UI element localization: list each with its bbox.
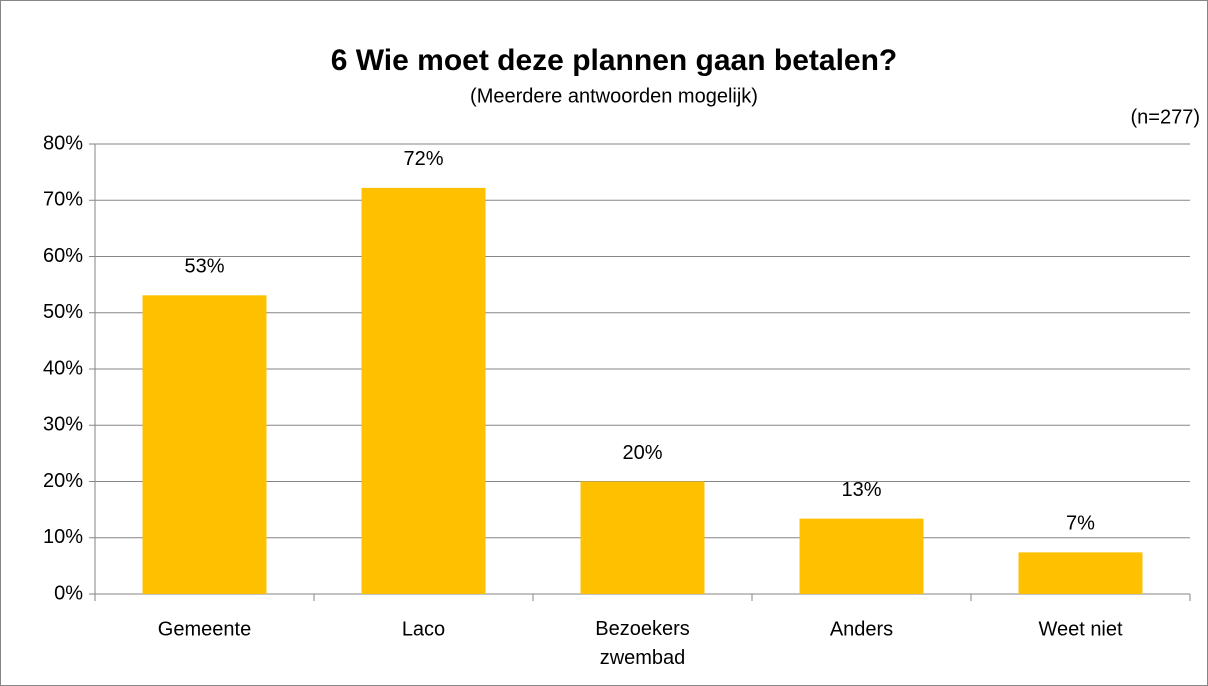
y-tick-label: 20% [43, 470, 83, 492]
data-label: 53% [184, 256, 224, 278]
y-tick-label: 40% [43, 357, 83, 379]
x-tick-label: Gemeente [158, 618, 251, 640]
y-tick-label: 30% [43, 414, 83, 436]
y-tick-label: 80% [43, 132, 83, 154]
data-label: 13% [841, 479, 881, 501]
y-tick-label: 50% [43, 301, 83, 323]
bar [361, 187, 486, 594]
x-tick-label: Anders [830, 618, 893, 640]
bar [799, 518, 924, 594]
data-label: 7% [1066, 513, 1095, 535]
y-tick-label: 0% [54, 582, 83, 604]
data-label: 72% [403, 148, 443, 170]
x-tick-label: Weet niet [1038, 618, 1123, 640]
x-tick-label: Laco [402, 618, 445, 640]
y-tick-label: 60% [43, 245, 83, 267]
data-label: 20% [622, 442, 662, 464]
bar [1018, 552, 1143, 594]
x-tick-label: Bezoekers zwembad [595, 618, 690, 669]
x-tick-label-line: Bezoekers [595, 618, 690, 640]
bar [580, 481, 705, 594]
x-tick-label-line: zwembad [600, 647, 686, 669]
y-tick-label: 70% [43, 189, 83, 211]
y-tick-label: 10% [43, 526, 83, 548]
sample-size: (n=277) [1131, 106, 1201, 128]
bar [142, 295, 267, 594]
chart-subtitle: (Meerdere antwoorden mogelijk) [470, 85, 758, 107]
chart-title: 6 Wie moet deze plannen gaan betalen? [331, 44, 898, 77]
